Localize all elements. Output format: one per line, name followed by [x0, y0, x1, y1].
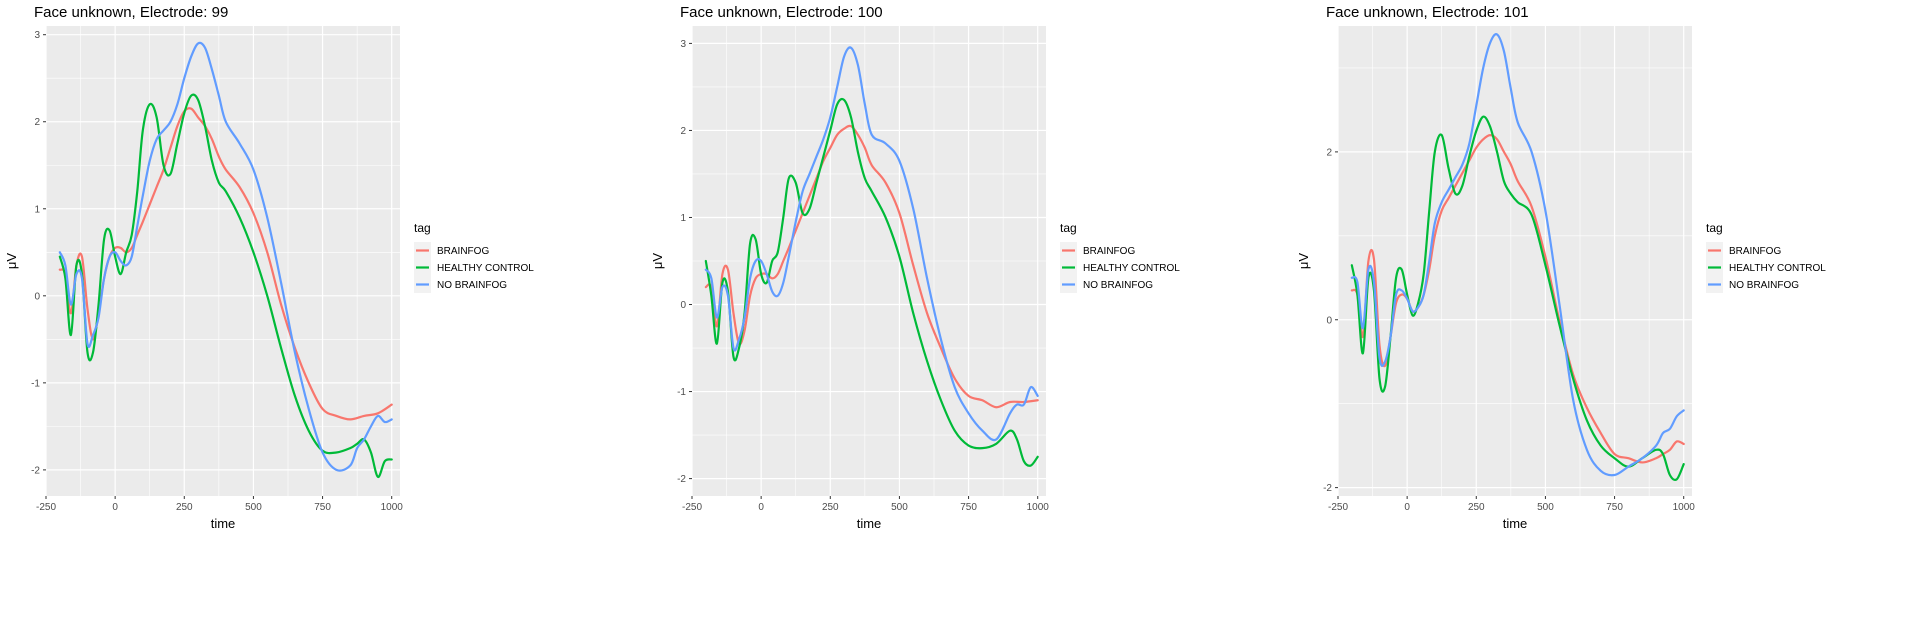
series-line-no-brainfog — [1350, 33, 1685, 477]
y-tick-label: 1 — [680, 213, 686, 224]
legend-label: BRAINFOG — [437, 246, 489, 257]
chart-title: Face unknown, Electrode: 99 — [34, 4, 229, 21]
x-tick-label: -250 — [36, 502, 56, 513]
legend-label: NO BRAINFOG — [1729, 280, 1799, 291]
x-axis-title: time — [857, 516, 882, 531]
y-axis-title: μV — [650, 253, 665, 269]
legend-title: tag — [414, 221, 431, 235]
x-tick-label: 0 — [1404, 502, 1410, 513]
y-tick-label: 3 — [34, 30, 40, 41]
y-tick-label: 2 — [34, 117, 40, 128]
series-line-healthy-control — [1350, 115, 1685, 482]
y-tick-label: -2 — [677, 474, 686, 485]
x-tick-label: 750 — [314, 502, 331, 513]
series-line-no-brainfog — [704, 46, 1039, 442]
chart-panel-electrode-101: Face unknown, Electrode: 101 -250 0 250 500… — [1292, 0, 1928, 636]
x-tick-label: -250 — [682, 502, 702, 513]
y-axis-title: μV — [1296, 253, 1311, 269]
series-line-healthy-control — [58, 93, 393, 478]
legend-label: HEALTHY CONTROL — [1083, 263, 1180, 274]
x-tick-label: 0 — [758, 502, 764, 513]
y-tick-label: -2 — [1323, 483, 1332, 494]
x-tick-label: 250 — [1468, 502, 1485, 513]
x-tick-label: 1000 — [1673, 502, 1696, 513]
x-tick-label: 0 — [112, 502, 118, 513]
chart-panel-electrode-100: Face unknown, Electrode: 100 -250 0 250 500… — [646, 0, 1288, 636]
x-tick-label: 500 — [891, 502, 908, 513]
legend-title: tag — [1706, 221, 1723, 235]
chart-svg: -250 0 250 500 750 1000 -2 -1 0 1 2 3 time μV tag BRAIN… — [650, 26, 1180, 531]
x-tick-label: 750 — [960, 502, 977, 513]
y-tick-label: 0 — [680, 300, 686, 311]
legend-title: tag — [1060, 221, 1077, 235]
x-axis-title: time — [211, 516, 236, 531]
x-tick-label: 750 — [1606, 502, 1623, 513]
y-tick-label: 0 — [34, 291, 40, 302]
x-tick-label: 1000 — [1027, 502, 1050, 513]
chart-svg: -250 0 250 500 750 1000 -2 0 2 time μV tag BRAINFOG H… — [1296, 26, 1826, 531]
y-tick-label: 2 — [1326, 147, 1332, 158]
chart-title: Face unknown, Electrode: 101 — [1326, 4, 1529, 21]
legend-label: HEALTHY CONTROL — [1729, 263, 1826, 274]
y-tick-label: 0 — [1326, 315, 1332, 326]
chart-panel-electrode-99: Face unknown, Electrode: 99 -250 0 250 500 7… — [0, 0, 642, 636]
x-tick-label: 500 — [245, 502, 262, 513]
y-axis-title: μV — [4, 253, 19, 269]
legend-label: HEALTHY CONTROL — [437, 263, 534, 274]
legend-label: BRAINFOG — [1083, 246, 1135, 257]
legend-label: NO BRAINFOG — [1083, 280, 1153, 291]
legend-label: NO BRAINFOG — [437, 280, 507, 291]
y-tick-label: -1 — [677, 387, 686, 398]
plot-background — [1338, 26, 1692, 496]
x-tick-label: -250 — [1328, 502, 1348, 513]
plot-background — [46, 26, 400, 496]
chart-svg: -250 0 250 500 750 1000 -2 -1 0 1 2 3 time μV tag BRAIN… — [4, 26, 534, 531]
chart-title: Face unknown, Electrode: 100 — [680, 4, 883, 21]
y-tick-label: 1 — [34, 204, 40, 215]
y-tick-label: -1 — [31, 378, 40, 389]
y-tick-label: 3 — [680, 39, 686, 50]
x-axis-title: time — [1503, 516, 1528, 531]
x-tick-label: 1000 — [381, 502, 404, 513]
y-tick-label: 2 — [680, 126, 686, 137]
x-tick-label: 250 — [822, 502, 839, 513]
legend-label: BRAINFOG — [1729, 246, 1781, 257]
y-tick-label: -2 — [31, 465, 40, 476]
x-tick-label: 500 — [1537, 502, 1554, 513]
series-line-no-brainfog — [58, 41, 393, 472]
x-tick-label: 250 — [176, 502, 193, 513]
